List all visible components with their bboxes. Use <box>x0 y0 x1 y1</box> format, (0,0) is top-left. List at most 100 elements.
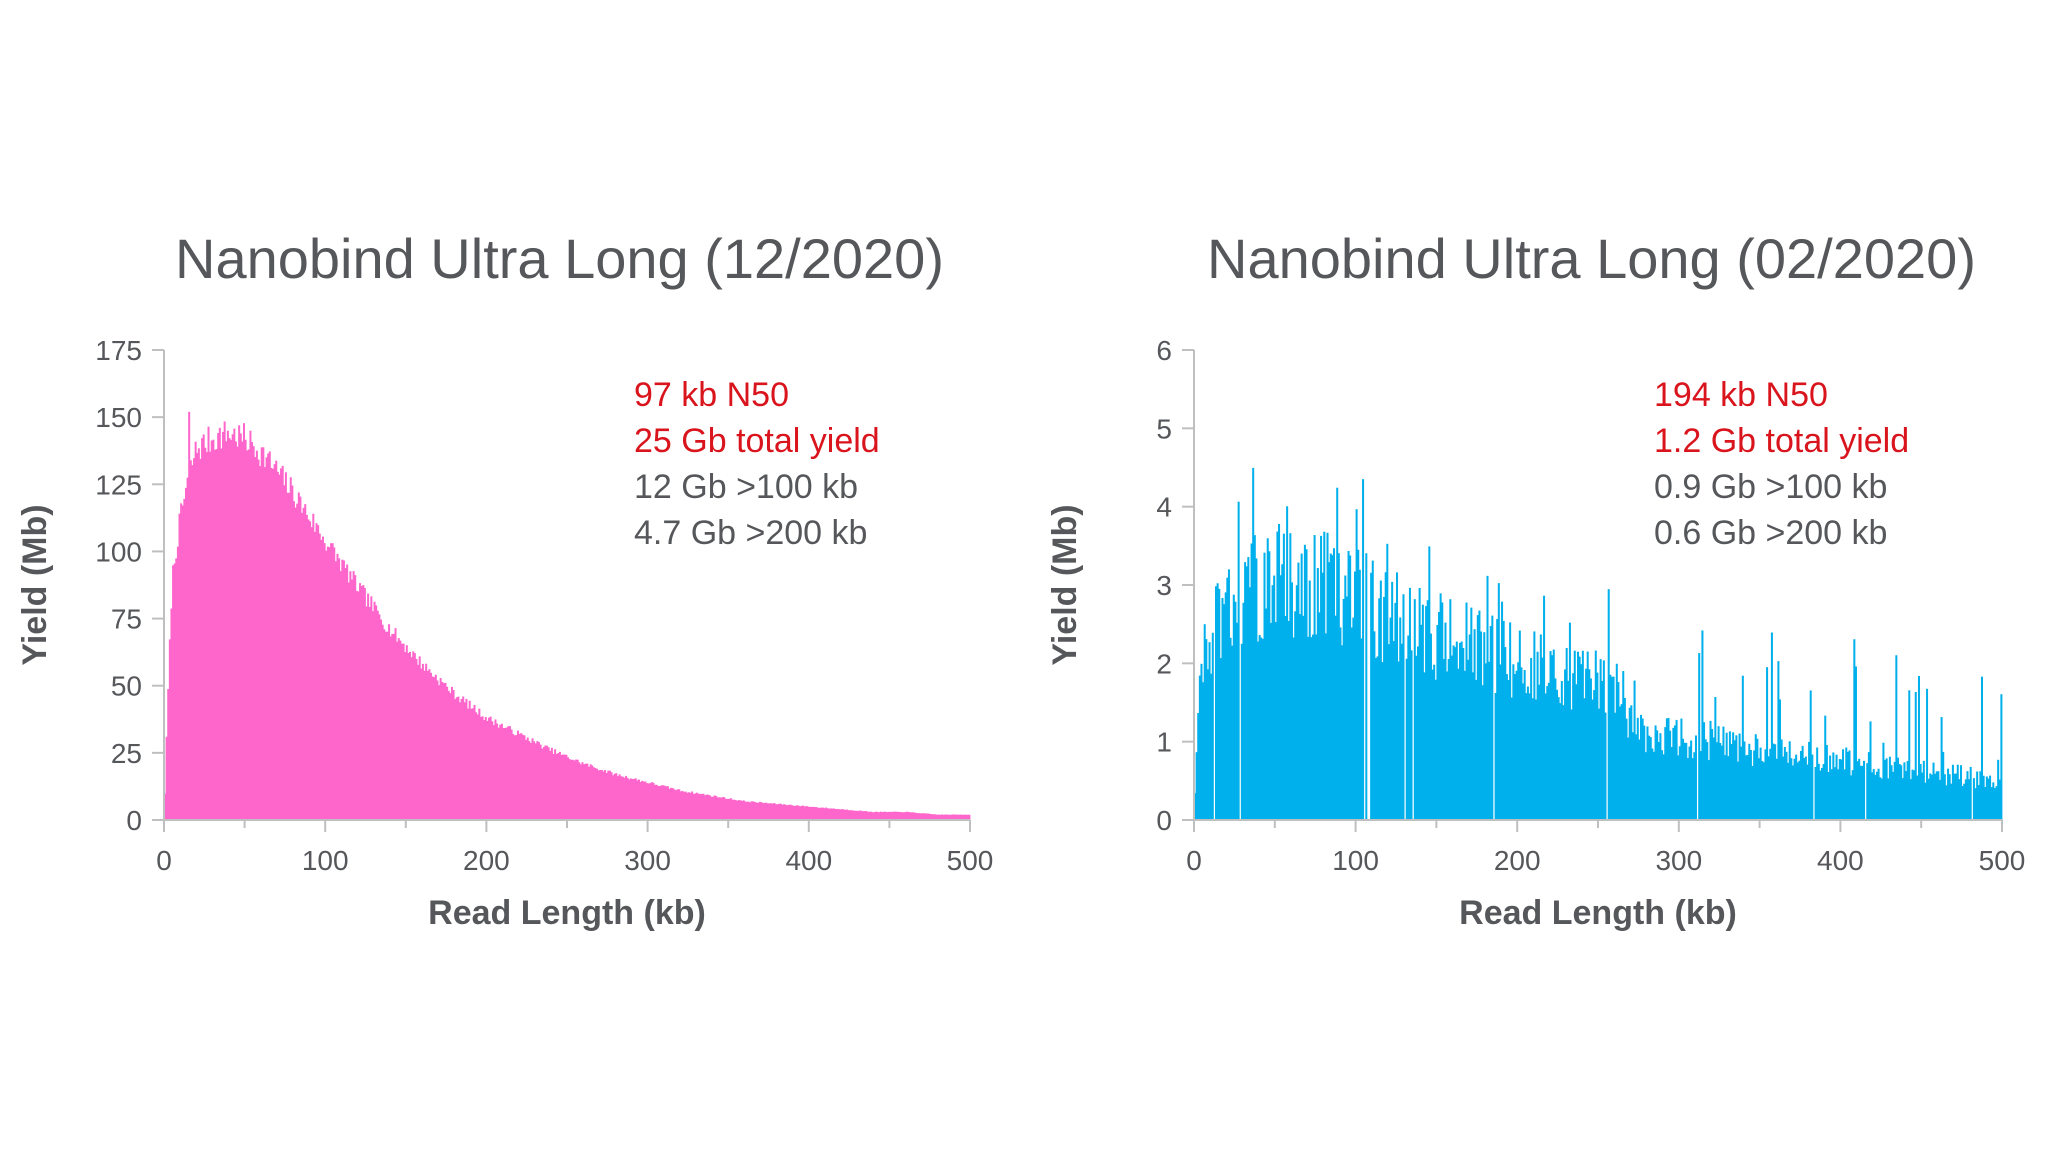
histogram-bar <box>1769 748 1772 820</box>
histogram-bar <box>1336 487 1339 820</box>
histogram-bar <box>581 762 584 820</box>
histogram-bar <box>1423 672 1426 820</box>
x-tick-label: 400 <box>785 845 832 876</box>
x-tick-label: 500 <box>947 845 994 876</box>
histogram-bar <box>1661 750 1664 820</box>
histogram-bar <box>1682 738 1685 820</box>
x-tick-label: 200 <box>1494 845 1541 876</box>
histogram-bar <box>708 795 711 820</box>
histogram-bar <box>1614 712 1617 820</box>
histogram-bar <box>534 743 537 820</box>
histogram-bar <box>908 812 911 820</box>
histogram-bar <box>1543 595 1546 820</box>
y-tick-label: 100 <box>95 536 142 567</box>
histogram-bar <box>199 458 202 820</box>
histogram-bar <box>1420 624 1423 820</box>
histogram-bar <box>1993 788 1996 820</box>
total-yield-stat: 1.2 Gb total yield <box>1654 422 1910 460</box>
histogram-bar <box>902 812 905 820</box>
histogram-bar <box>594 767 597 820</box>
histogram-bar <box>1735 735 1738 820</box>
histogram-bar <box>1796 762 1799 820</box>
histogram-bar <box>1263 552 1266 820</box>
histogram-bar <box>1253 535 1256 820</box>
histogram-bar <box>1428 546 1431 820</box>
histogram-bar <box>1832 752 1835 820</box>
histogram-bar <box>1449 599 1452 820</box>
histogram-bar <box>1240 643 1243 820</box>
histogram-bar <box>1276 531 1279 820</box>
histogram-bar <box>239 433 242 820</box>
y-tick-label: 125 <box>95 469 142 500</box>
histogram-bar <box>1299 614 1302 820</box>
histogram-bar <box>1215 586 1218 820</box>
histogram-bar <box>1197 712 1200 820</box>
histogram-bar <box>1719 743 1722 820</box>
histogram-bar <box>1861 765 1864 820</box>
histogram-bar <box>778 803 781 820</box>
histogram-bar <box>336 553 339 820</box>
histogram-bar <box>292 501 295 820</box>
histogram-bar <box>1463 670 1466 820</box>
histogram-bar <box>1940 717 1943 820</box>
histogram-bar <box>1308 580 1311 820</box>
histogram-bar <box>1646 726 1649 820</box>
histogram-bar <box>1924 782 1927 820</box>
histogram-bar <box>363 587 366 820</box>
histogram-bar <box>1667 717 1670 820</box>
histogram-bar <box>1549 651 1552 820</box>
histogram-bar <box>858 810 861 820</box>
histogram-bar <box>1877 768 1880 820</box>
histogram-bar <box>637 779 640 820</box>
histogram-bar <box>567 757 570 820</box>
histogram-bar <box>955 814 958 820</box>
histogram-bar <box>903 812 906 820</box>
histogram-bar <box>1305 549 1308 820</box>
histogram-bar <box>2000 694 2003 820</box>
histogram-bar <box>932 814 935 820</box>
histogram-bar <box>1347 550 1350 820</box>
histogram-bar <box>1242 602 1245 820</box>
histogram-bar <box>852 810 855 820</box>
histogram-bar <box>462 696 465 820</box>
histogram-bar <box>1520 667 1523 820</box>
histogram-bar <box>178 513 181 820</box>
histogram-bar <box>1538 684 1541 820</box>
histogram-bar <box>1400 643 1403 820</box>
histogram-bar <box>1992 782 1995 820</box>
histogram-bar <box>645 783 648 820</box>
histogram-bar <box>313 531 316 820</box>
histogram-bar <box>1843 769 1846 820</box>
histogram-bar <box>1804 756 1807 820</box>
histogram-bar <box>397 638 400 820</box>
histogram-bar <box>1842 749 1845 820</box>
histogram-bar <box>1950 783 1953 820</box>
histogram-bar <box>1880 778 1883 820</box>
yield-over-100kb-stat: 12 Gb >100 kb <box>634 468 859 506</box>
histogram-bar <box>1581 650 1584 820</box>
histogram-bar <box>616 776 619 820</box>
histogram-bar <box>1898 764 1901 820</box>
y-tick-label: 25 <box>111 738 142 769</box>
histogram-bar <box>850 810 853 820</box>
histogram-bar <box>1770 632 1773 820</box>
y-tick-label: 4 <box>1156 492 1172 523</box>
histogram-bar <box>1300 553 1303 820</box>
histogram-bar <box>318 533 321 820</box>
histogram-bar <box>1353 571 1356 820</box>
chart-panel-right: Nanobind Ultra Long (02/2020) 0 1 2 3 4 5 6 0 10… <box>1024 0 2048 1152</box>
histogram-bar <box>928 813 931 820</box>
histogram-bar <box>508 726 511 820</box>
histogram-bar <box>1851 770 1854 820</box>
histogram-bar <box>1635 734 1638 820</box>
histogram-bar <box>1738 733 1741 820</box>
histogram-bar <box>666 786 669 820</box>
histogram-bar <box>1644 752 1647 820</box>
histogram-bar <box>1919 763 1922 820</box>
histogram-bar <box>897 811 900 820</box>
histogram-bar <box>354 575 357 820</box>
histogram-bar <box>1383 596 1386 820</box>
histogram-bar <box>1720 745 1723 820</box>
histogram-bar <box>1890 765 1893 820</box>
histogram-bar <box>1231 645 1234 820</box>
